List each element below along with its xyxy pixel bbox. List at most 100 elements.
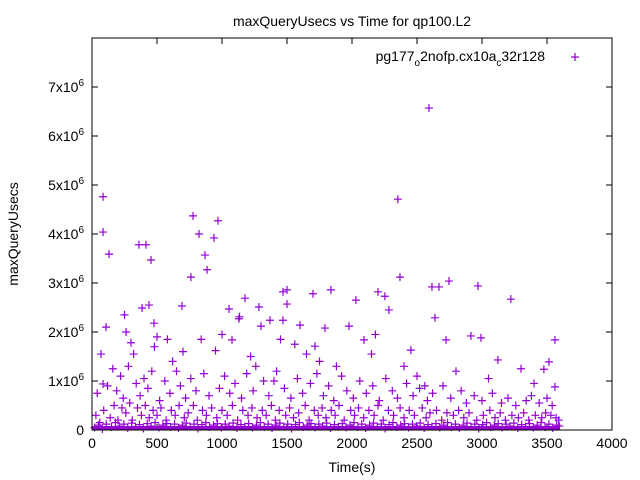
data-point — [420, 381, 429, 390]
data-point — [93, 389, 102, 398]
data-point — [402, 379, 411, 388]
data-point — [350, 411, 359, 420]
data-point — [186, 273, 195, 282]
data-point — [424, 104, 433, 113]
data-point — [138, 303, 147, 312]
data-point — [102, 323, 111, 332]
x-tick-label: 1000 — [206, 435, 237, 451]
data-point — [285, 403, 294, 412]
data-point — [546, 411, 555, 420]
data-point — [99, 228, 108, 237]
data-point — [120, 310, 129, 319]
x-tick-label: 0 — [88, 435, 96, 451]
data-point — [108, 364, 117, 373]
data-point — [242, 369, 251, 378]
data-point — [251, 362, 260, 371]
data-point — [229, 419, 238, 428]
data-point — [476, 333, 485, 342]
data-point — [278, 316, 287, 325]
data-point — [345, 322, 354, 331]
data-point — [223, 411, 232, 420]
data-point — [147, 367, 156, 376]
data-point — [179, 347, 187, 356]
data-point — [367, 350, 376, 359]
data-point — [554, 416, 563, 425]
data-point — [99, 192, 108, 201]
data-point — [238, 406, 247, 415]
y-tick-label: 7x106 — [48, 78, 84, 95]
data-point — [415, 384, 424, 393]
data-point — [466, 331, 475, 340]
data-point — [280, 384, 289, 393]
data-point — [215, 384, 224, 393]
data-point — [265, 316, 274, 325]
data-point — [364, 406, 373, 415]
data-point — [298, 389, 307, 398]
data-point — [246, 352, 255, 361]
data-point — [237, 394, 246, 403]
data-point — [150, 319, 159, 328]
data-point — [225, 389, 234, 398]
data-point — [457, 386, 466, 395]
data-point — [548, 401, 557, 410]
data-point — [426, 408, 434, 417]
data-point — [305, 416, 314, 425]
data-point — [151, 418, 160, 427]
data-point — [527, 391, 536, 400]
data-point — [143, 384, 152, 393]
data-point — [129, 350, 138, 359]
data-point — [444, 277, 453, 286]
data-point — [434, 282, 443, 291]
data-point — [249, 386, 258, 395]
data-point — [400, 362, 408, 371]
data-point — [180, 413, 189, 422]
data-point — [150, 342, 159, 351]
data-point — [389, 411, 398, 420]
data-point — [258, 406, 267, 415]
legend: pg177o2nofp.cx10ac32r128 — [376, 48, 579, 69]
chart-title: maxQueryUsecs vs Time for qp100.L2 — [233, 13, 471, 29]
data-point — [478, 396, 486, 405]
data-point — [181, 394, 190, 403]
data-point — [454, 406, 463, 415]
data-point — [153, 411, 161, 420]
data-point — [199, 369, 208, 378]
data-point — [198, 406, 207, 415]
data-point — [379, 416, 388, 425]
data-point — [127, 338, 135, 347]
legend-marker-plus — [571, 53, 579, 61]
data-point — [384, 406, 393, 415]
data-point — [257, 322, 265, 331]
x-tick-label: 500 — [145, 435, 169, 451]
data-point — [259, 377, 268, 385]
data-point — [482, 418, 491, 427]
data-point — [346, 406, 355, 415]
data-point — [235, 312, 244, 321]
data-point — [137, 411, 146, 420]
data-point — [484, 374, 493, 383]
data-point — [225, 304, 234, 313]
data-point — [349, 418, 358, 427]
data-point — [380, 292, 389, 301]
data-point — [110, 401, 119, 410]
data-point — [331, 411, 340, 420]
data-point — [368, 381, 377, 390]
data-point — [416, 419, 425, 428]
data-point — [430, 313, 439, 322]
y-tick-label: 2x106 — [48, 323, 84, 340]
data-point — [519, 408, 528, 417]
data-point — [320, 324, 329, 333]
data-point — [472, 416, 481, 425]
y-tick-label: 4x106 — [48, 225, 84, 242]
data-point — [371, 330, 380, 339]
data-point — [400, 413, 408, 422]
data-point — [359, 413, 368, 422]
data-point — [119, 394, 128, 403]
data-point — [209, 233, 218, 242]
data-point — [524, 416, 533, 425]
data-point — [155, 396, 164, 405]
data-point — [160, 377, 169, 385]
data-point — [99, 379, 108, 388]
data-point — [283, 285, 291, 294]
data-point — [359, 335, 368, 344]
